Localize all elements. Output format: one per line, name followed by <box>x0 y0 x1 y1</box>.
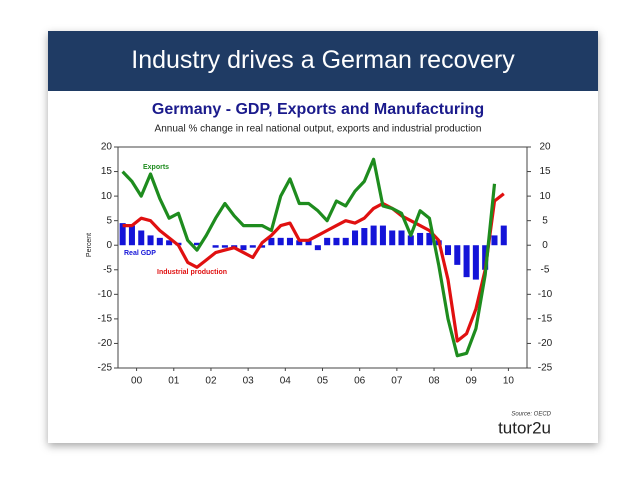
bar <box>398 230 405 246</box>
annotation: Exports <box>143 164 169 171</box>
y-tick-label: -15 <box>98 314 113 325</box>
y2-tick-label: 20 <box>539 142 551 153</box>
bar <box>324 237 331 246</box>
y-tick-label: -5 <box>103 264 112 275</box>
y-axis-label: Percent <box>86 233 93 257</box>
bar <box>482 245 489 270</box>
x-tick-label: 08 <box>428 376 440 387</box>
bar <box>407 235 414 246</box>
line <box>121 157 497 358</box>
x-tick-label: 07 <box>391 376 403 387</box>
y2-tick-label: 0 <box>542 240 548 251</box>
bar <box>119 223 126 246</box>
y-tick-label: 10 <box>101 191 113 202</box>
bar <box>417 232 424 246</box>
bar <box>352 230 359 246</box>
bar <box>463 245 470 278</box>
slide-title: Industry drives a German recovery <box>48 31 598 91</box>
chart-title: Germany - GDP, Exports and Manufacturing <box>152 101 484 118</box>
x-tick-label: 06 <box>354 376 366 387</box>
slide: Industry drives a German recovery German… <box>48 31 598 443</box>
bar <box>156 237 163 246</box>
bar <box>277 237 284 246</box>
bar <box>426 232 433 246</box>
y2-tick-label: -20 <box>538 338 553 349</box>
x-tick-label: 00 <box>131 376 143 387</box>
x-tick-label: 01 <box>168 376 180 387</box>
x-tick-label: 02 <box>205 376 217 387</box>
bar <box>166 240 173 246</box>
bar <box>379 225 386 246</box>
x-tick-label: 09 <box>466 376 478 387</box>
bar <box>500 225 507 246</box>
y-tick-label: 0 <box>106 240 112 251</box>
bar <box>472 245 479 280</box>
bar <box>268 237 275 246</box>
y-tick-label: 20 <box>101 142 113 153</box>
y2-tick-label: 5 <box>542 215 548 226</box>
bar <box>193 242 201 246</box>
y2-tick-label: -25 <box>538 363 553 374</box>
annotation: Real GDP <box>124 250 156 257</box>
x-tick-label: 10 <box>503 376 515 387</box>
y-tick-label: -20 <box>98 338 113 349</box>
line <box>122 192 505 343</box>
bar <box>138 230 145 246</box>
y2-tick-label: 15 <box>539 166 551 177</box>
y-tick-label: 15 <box>101 166 113 177</box>
y-tick-label: -10 <box>98 289 113 300</box>
bar <box>305 240 312 246</box>
bar <box>240 245 247 251</box>
bar <box>296 240 303 246</box>
bar <box>128 225 135 246</box>
y-tick-label: -25 <box>98 363 113 374</box>
x-tick-label: 03 <box>243 376 255 387</box>
bar <box>147 235 154 246</box>
bar <box>444 245 452 256</box>
y2-tick-label: -10 <box>538 289 553 300</box>
bar <box>259 245 266 248</box>
bar <box>389 230 396 246</box>
bar <box>249 245 256 248</box>
bar <box>333 237 340 246</box>
bar <box>212 245 219 248</box>
bar <box>361 228 368 246</box>
x-tick-label: 05 <box>317 376 329 387</box>
y-tick-label: 5 <box>106 215 112 226</box>
bar <box>314 245 321 251</box>
chart: Germany - GDP, Exports and Manufacturing… <box>86 101 553 437</box>
bar <box>454 245 461 265</box>
logo: tutor2u <box>498 418 551 437</box>
bar <box>221 245 228 248</box>
x-tick-label: 04 <box>280 376 292 387</box>
bar <box>370 225 377 246</box>
y2-tick-label: -5 <box>541 264 550 275</box>
y2-tick-label: -15 <box>538 314 553 325</box>
annotation: Industrial production <box>157 269 227 276</box>
bar <box>491 235 498 246</box>
bar <box>286 237 293 246</box>
chart-subtitle: Annual % change in real national output,… <box>155 124 482 135</box>
y2-tick-label: 10 <box>539 191 551 202</box>
source: Source: OECD <box>511 412 551 418</box>
bar <box>342 237 349 246</box>
